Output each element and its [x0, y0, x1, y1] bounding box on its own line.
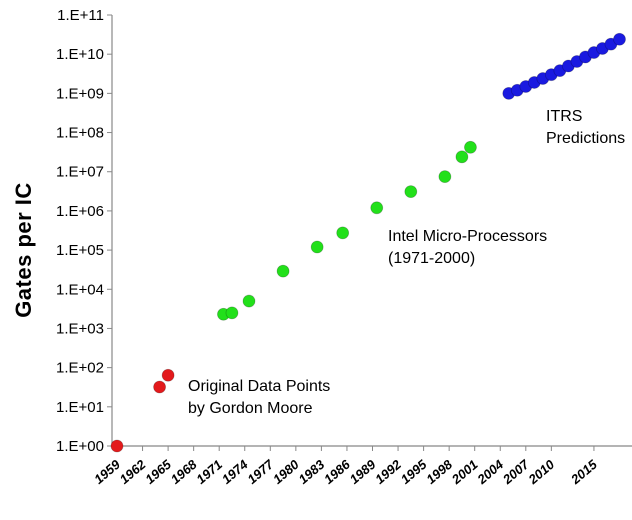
y-tick-label: 1.E+09	[56, 85, 104, 102]
x-tick-label: 1980	[270, 456, 302, 487]
y-tick-label: 1.E+01	[56, 399, 104, 416]
intel-data-point	[438, 170, 452, 184]
annotation-itrs-predictions: ITRS Predictions	[546, 106, 625, 150]
x-tick-label: 1998	[423, 456, 455, 487]
y-tick-label: 1.E+02	[56, 360, 104, 377]
x-tick-label: 1968	[168, 456, 200, 487]
moore-data-point	[161, 368, 175, 382]
intel-data-point	[225, 306, 239, 320]
x-tick-label: 2004	[474, 456, 507, 487]
y-tick-label: 1.E+08	[56, 125, 104, 142]
x-tick-label: 2007	[499, 456, 532, 487]
y-tick-label: 1.E+06	[56, 203, 104, 220]
x-tick-label: 1971	[193, 457, 225, 487]
annotation-itrs-line-1: ITRS	[546, 108, 583, 125]
annotation-original-line-1: Original Data Points	[188, 378, 331, 395]
x-tick-label: 1995	[398, 456, 430, 487]
annotation-intel-microprocessors: Intel Micro-Processors (1971-2000)	[388, 226, 547, 270]
annotation-original-data-points: Original Data Points by Gordon Moore	[188, 376, 330, 420]
intel-data-point	[242, 294, 256, 308]
intel-data-point	[276, 264, 290, 278]
y-tick-label: 1.E+05	[56, 242, 104, 259]
y-tick-label: 1.E+10	[56, 46, 104, 63]
intel-data-point	[404, 185, 418, 199]
x-tick-label: 1974	[219, 456, 251, 487]
x-tick-label: 1983	[296, 456, 328, 487]
y-axis-label: Gates per IC	[11, 182, 37, 318]
x-tick-label: 2015	[567, 456, 600, 487]
x-tick-label: 1977	[244, 456, 276, 487]
y-tick-label: 1.E+04	[56, 281, 104, 298]
moore-data-point	[153, 380, 166, 394]
x-tick-label: 1986	[321, 456, 353, 487]
intel-data-point	[336, 226, 350, 240]
x-tick-label: 1992	[372, 456, 404, 487]
y-tick-label: 1.E+07	[56, 164, 104, 181]
x-tick-label: 1962	[117, 456, 149, 487]
x-tick-label: 2001	[448, 457, 481, 488]
annotation-intel-line-2: (1971-2000)	[388, 250, 476, 267]
itrs-data-point	[613, 32, 626, 46]
y-tick-label: 1.E+11	[57, 7, 104, 24]
annotation-itrs-line-2: Predictions	[546, 130, 626, 147]
intel-data-point	[464, 140, 477, 154]
intel-data-point	[455, 150, 469, 164]
x-tick-label: 1989	[347, 456, 379, 487]
moore-data-point	[110, 439, 124, 453]
x-tick-label: 2010	[525, 456, 558, 487]
intel-data-point	[310, 240, 324, 254]
y-tick-label: 1.E+03	[56, 320, 104, 337]
annotation-intel-line-1: Intel Micro-Processors	[388, 228, 548, 245]
y-tick-label: 1.E+00	[56, 438, 104, 455]
x-tick-label: 1959	[91, 456, 123, 487]
y-axis-label-container: Gates per IC	[2, 110, 46, 390]
intel-data-point	[370, 201, 384, 215]
annotation-original-line-2: by Gordon Moore	[188, 400, 313, 417]
x-tick-label: 1965	[142, 456, 174, 487]
